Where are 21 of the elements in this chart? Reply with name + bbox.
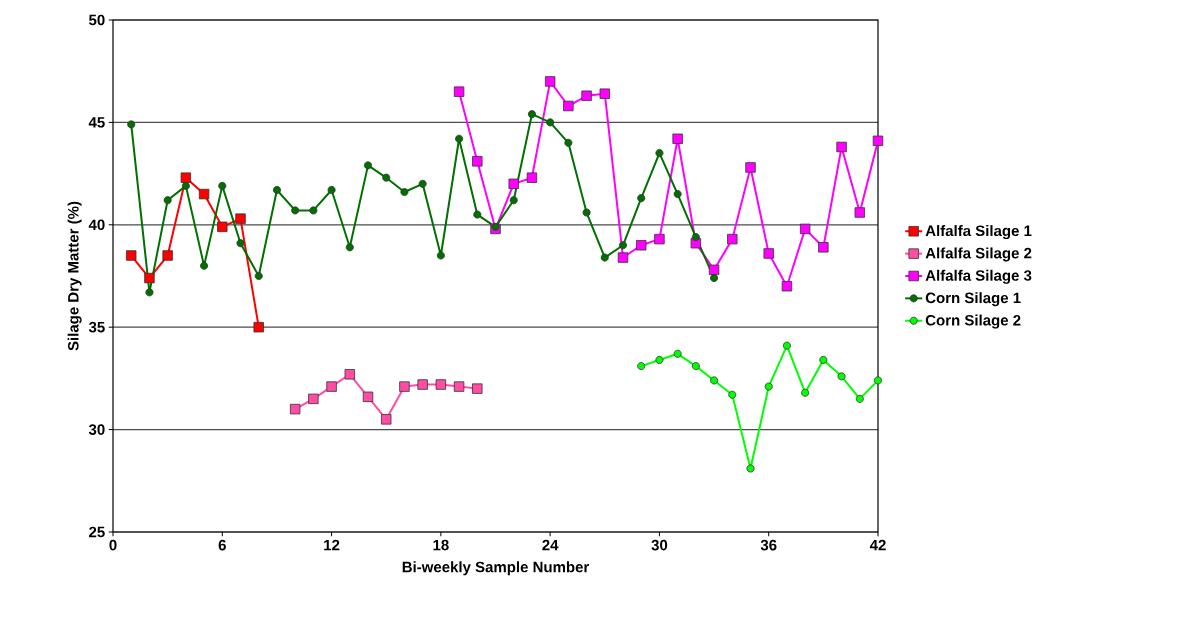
x-tick-label: 0: [109, 539, 117, 551]
y-tick-label: 25: [89, 526, 105, 538]
legend-label: Corn Silage 2: [925, 314, 1021, 329]
x-tick-label: 36: [760, 539, 777, 551]
legend-label: Alfalfa Silage 3: [925, 269, 1032, 284]
y-tick-label: 30: [88, 424, 105, 435]
x-tick-label: 42: [869, 539, 886, 551]
y-axis-title: Silage Dry Matter (%): [67, 201, 82, 351]
x-tick-label: 6: [218, 539, 226, 551]
y-tick-label: 50: [88, 14, 105, 26]
x-tick-label: 12: [324, 539, 340, 551]
y-tick-label: 40: [88, 219, 105, 231]
y-tick-label: 45: [88, 117, 105, 128]
y-tick-label: 35: [88, 321, 105, 333]
x-tick-label: 30: [651, 539, 668, 551]
x-tick-label: 24: [542, 539, 559, 551]
x-axis-title: Bi-weekly Sample Number: [402, 561, 590, 576]
x-tick-label: 18: [433, 539, 449, 551]
legend-label: Corn Silage 1: [925, 292, 1021, 307]
legend-label: Alfalfa Silage 2: [925, 247, 1032, 262]
legend-label: Alfalfa Silage 1: [925, 225, 1032, 240]
